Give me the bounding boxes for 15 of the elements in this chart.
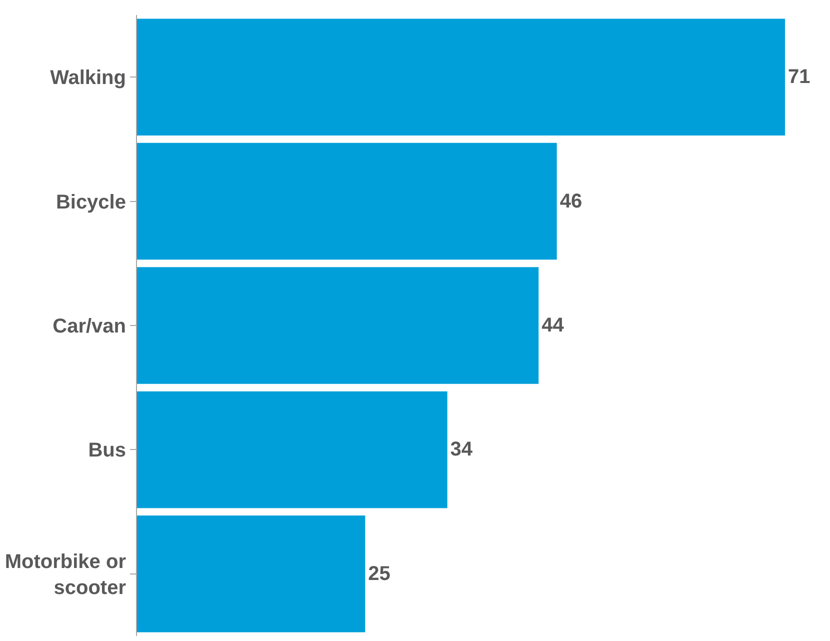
y-tick-label: Bus <box>88 440 126 462</box>
data-label: 25 <box>368 562 390 585</box>
y-tick-label: Motorbike or scooter <box>4 550 126 599</box>
y-tick-label: Car/van <box>52 316 126 338</box>
data-label: 46 <box>560 190 582 212</box>
data-label: 44 <box>542 314 565 336</box>
data-label: 71 <box>788 66 810 88</box>
y-tick-label: Walking <box>50 67 126 90</box>
bar <box>137 391 448 508</box>
bar <box>137 516 366 632</box>
bar <box>137 142 557 260</box>
bar <box>137 18 785 136</box>
bar <box>137 267 539 384</box>
data-label: 34 <box>450 438 474 461</box>
y-tick-label: Bicycle <box>56 191 126 214</box>
